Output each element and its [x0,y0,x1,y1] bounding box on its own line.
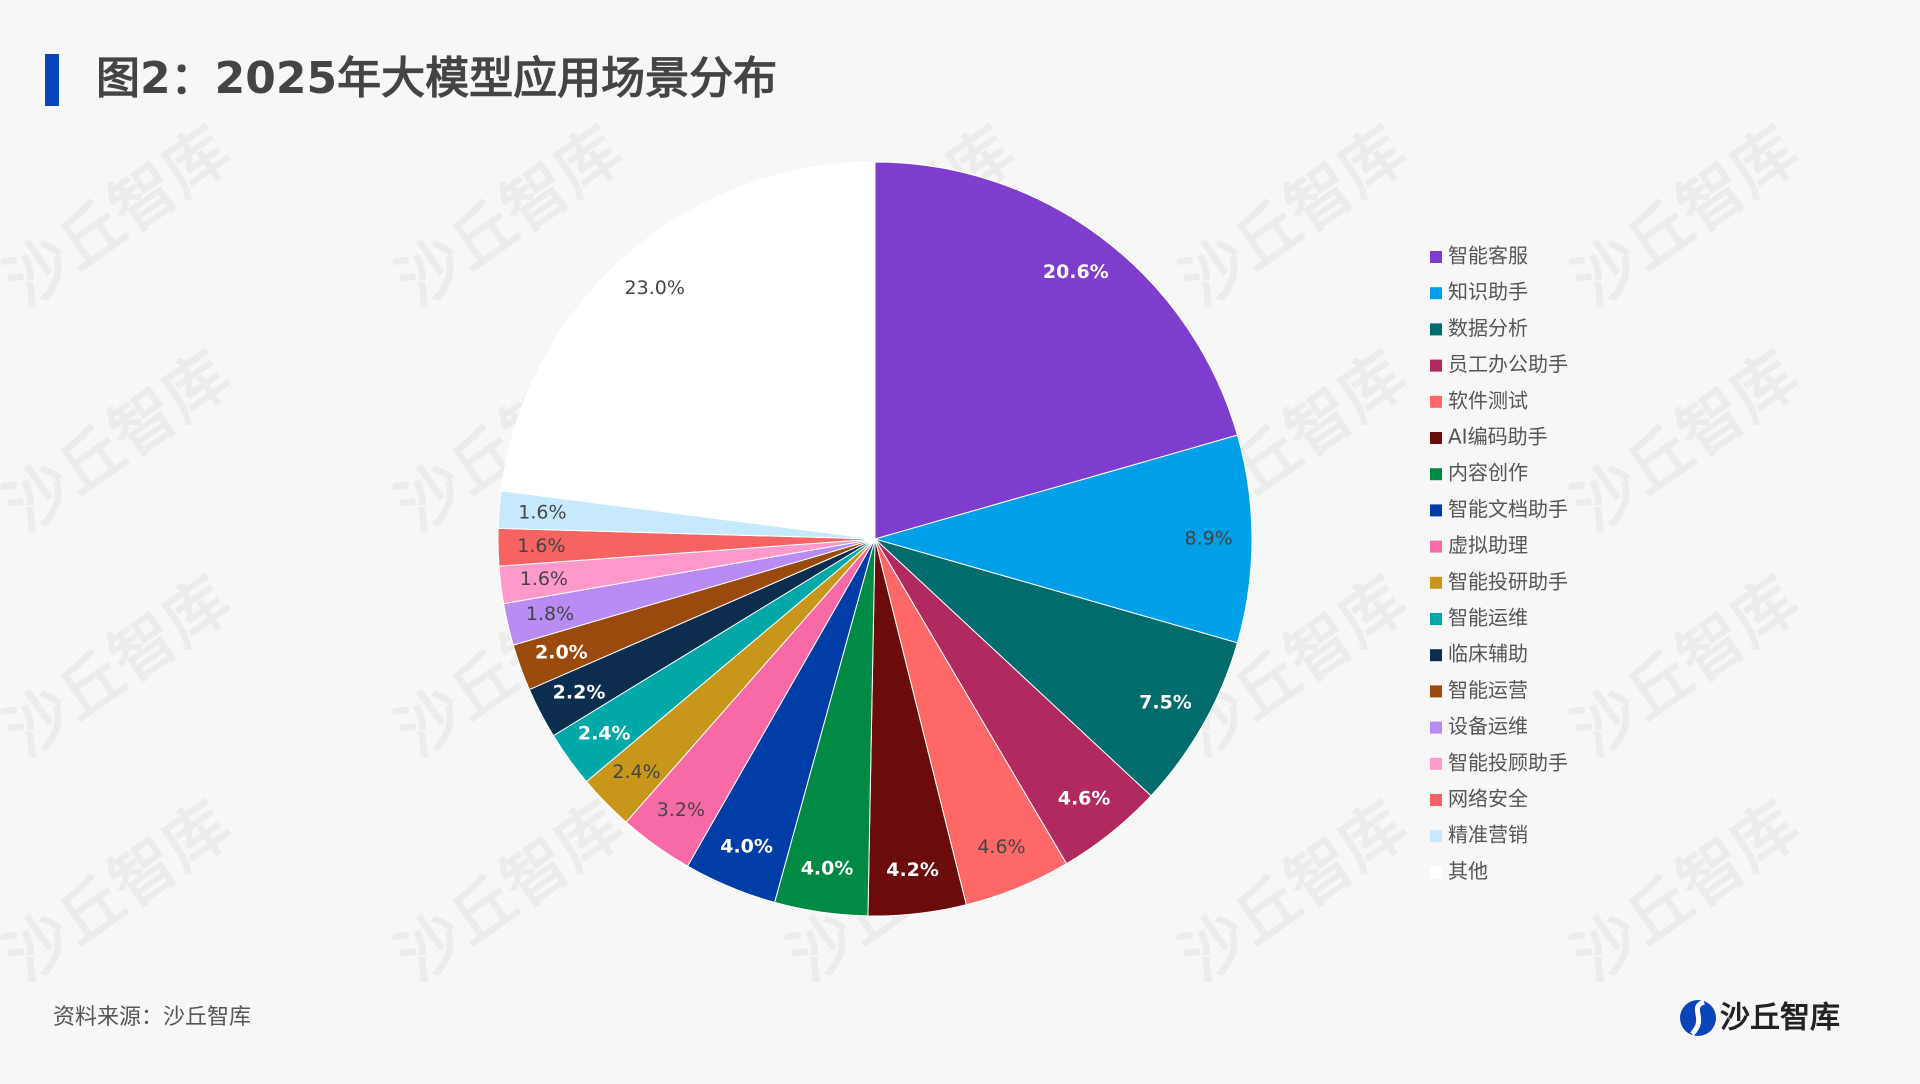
data-label: 4.0% [720,835,773,857]
legend-label: 智能运营 [1448,678,1528,702]
legend-swatch [1430,685,1442,698]
legend-label: 数据分析 [1448,316,1528,340]
legend-swatch [1430,395,1442,408]
chart-title: 图2：2025年大模型应用场景分布 [96,53,777,104]
logo-icon-stroke [1690,999,1706,1036]
legend-label: 智能运维 [1448,606,1528,630]
pie: 20.6% 8.9% 7.5% 4.6% 4.6% 4.2% 4.0% 4.0% 3.2% 2.4… [497,161,1253,917]
legend-swatch [1430,794,1442,806]
legend-swatch [1430,613,1442,625]
data-label: 4.0% [801,858,854,880]
data-label: 23.0% [625,277,685,299]
data-label: 20.6% [1043,261,1109,283]
data-label: 4.6% [977,836,1025,858]
legend-label: 智能文档助手 [1448,497,1568,521]
data-label: 8.9% [1185,528,1233,550]
legend-swatch [1430,540,1442,553]
legend-label: 内容创作 [1448,461,1528,485]
logo-text: 沙丘智库 [1720,1001,1840,1036]
legend-swatch [1430,359,1442,372]
legend-label: 智能投研助手 [1448,569,1568,593]
legend-label: 软件测试 [1448,388,1528,412]
data-label: 1.8% [526,603,574,625]
data-label: 2.4% [612,761,660,783]
legend-swatch [1430,432,1442,444]
legend-label: 智能客服 [1448,244,1528,268]
pie-slice [873,434,1253,644]
logo: 沙丘智库 [1680,999,1840,1036]
data-label: 2.4% [578,722,631,744]
legend-swatch [1430,757,1442,770]
pie-slice [500,161,876,540]
data-label: 4.2% [886,859,939,881]
legend-label: 精准营销 [1448,823,1528,847]
legend-swatch [1430,504,1442,517]
pie-slice [874,538,1239,797]
title-bar [45,54,59,106]
legend-swatch [1430,323,1442,336]
legend-swatch [1430,830,1442,843]
legend-swatch [1430,287,1442,300]
legend-swatch [1430,251,1442,263]
legend-label: 设备运维 [1448,714,1528,738]
legend-swatch [1430,649,1442,662]
data-label: 1.6% [518,501,566,523]
legend-swatch [1430,576,1442,589]
legend-label: 智能投顾助手 [1448,750,1568,774]
data-label: 2.2% [553,681,606,703]
legend-swatch [1430,866,1442,879]
legend-label: 知识助手 [1448,280,1528,304]
legend-label: 网络安全 [1448,787,1528,811]
legend-label: AI编码助手 [1448,425,1548,449]
legend-label: 员工办公助手 [1448,352,1568,376]
data-label: 7.5% [1139,692,1192,714]
data-label: 1.6% [520,568,568,590]
data-label: 3.2% [657,799,705,821]
legend-swatch [1430,721,1442,734]
legend-label: 其他 [1448,859,1488,883]
legend-label: 虚拟助理 [1448,533,1528,557]
legend-label: 临床辅助 [1448,642,1528,666]
data-label: 4.6% [1058,788,1111,810]
data-label: 2.0% [535,641,588,663]
pie-slice [874,161,1239,540]
source: 资料来源：沙丘智库 [53,1005,251,1030]
data-label: 1.6% [517,535,565,557]
legend-swatch [1430,468,1442,481]
